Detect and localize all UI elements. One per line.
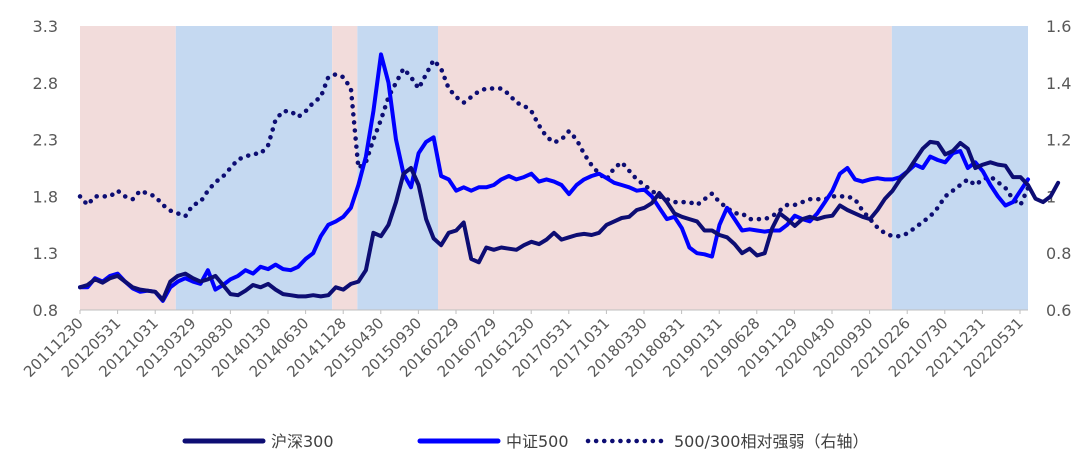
series-line-1	[78, 52, 1030, 303]
shade-band-0	[80, 26, 176, 310]
y-right-tick-label: 1.6	[1046, 17, 1071, 36]
legend: 沪深300 中证500 500/300相对强弱（右轴）	[182, 432, 868, 451]
y-right-tick-label: 1.4	[1046, 74, 1071, 93]
y-right-tick-label: 1.2	[1046, 131, 1071, 150]
regime-shading	[80, 26, 1028, 310]
y-left-tick-label: 1.8	[33, 187, 58, 206]
y-right-tick-label: 0.6	[1046, 301, 1071, 320]
legend-label-2: 500/300相对强弱（右轴）	[674, 432, 868, 451]
y-left-tick-label: 0.8	[33, 301, 58, 320]
shade-band-2	[332, 26, 358, 310]
shade-band-3	[357, 26, 439, 310]
series-lines	[77, 52, 1061, 303]
legend-label-0: 沪深300	[271, 432, 334, 451]
y-left-tick-label: 2.8	[33, 74, 58, 93]
legend-label-1: 中证500	[506, 432, 569, 451]
series-line-0	[78, 139, 1061, 302]
shade-band-4	[438, 26, 892, 310]
y-right-tick-label: 0.8	[1046, 244, 1071, 263]
y-left-tick-label: 1.3	[33, 244, 58, 263]
y-left-tick-label: 3.3	[33, 17, 58, 36]
y-left-tick-label: 2.3	[33, 131, 58, 150]
shade-band-1	[175, 26, 333, 310]
